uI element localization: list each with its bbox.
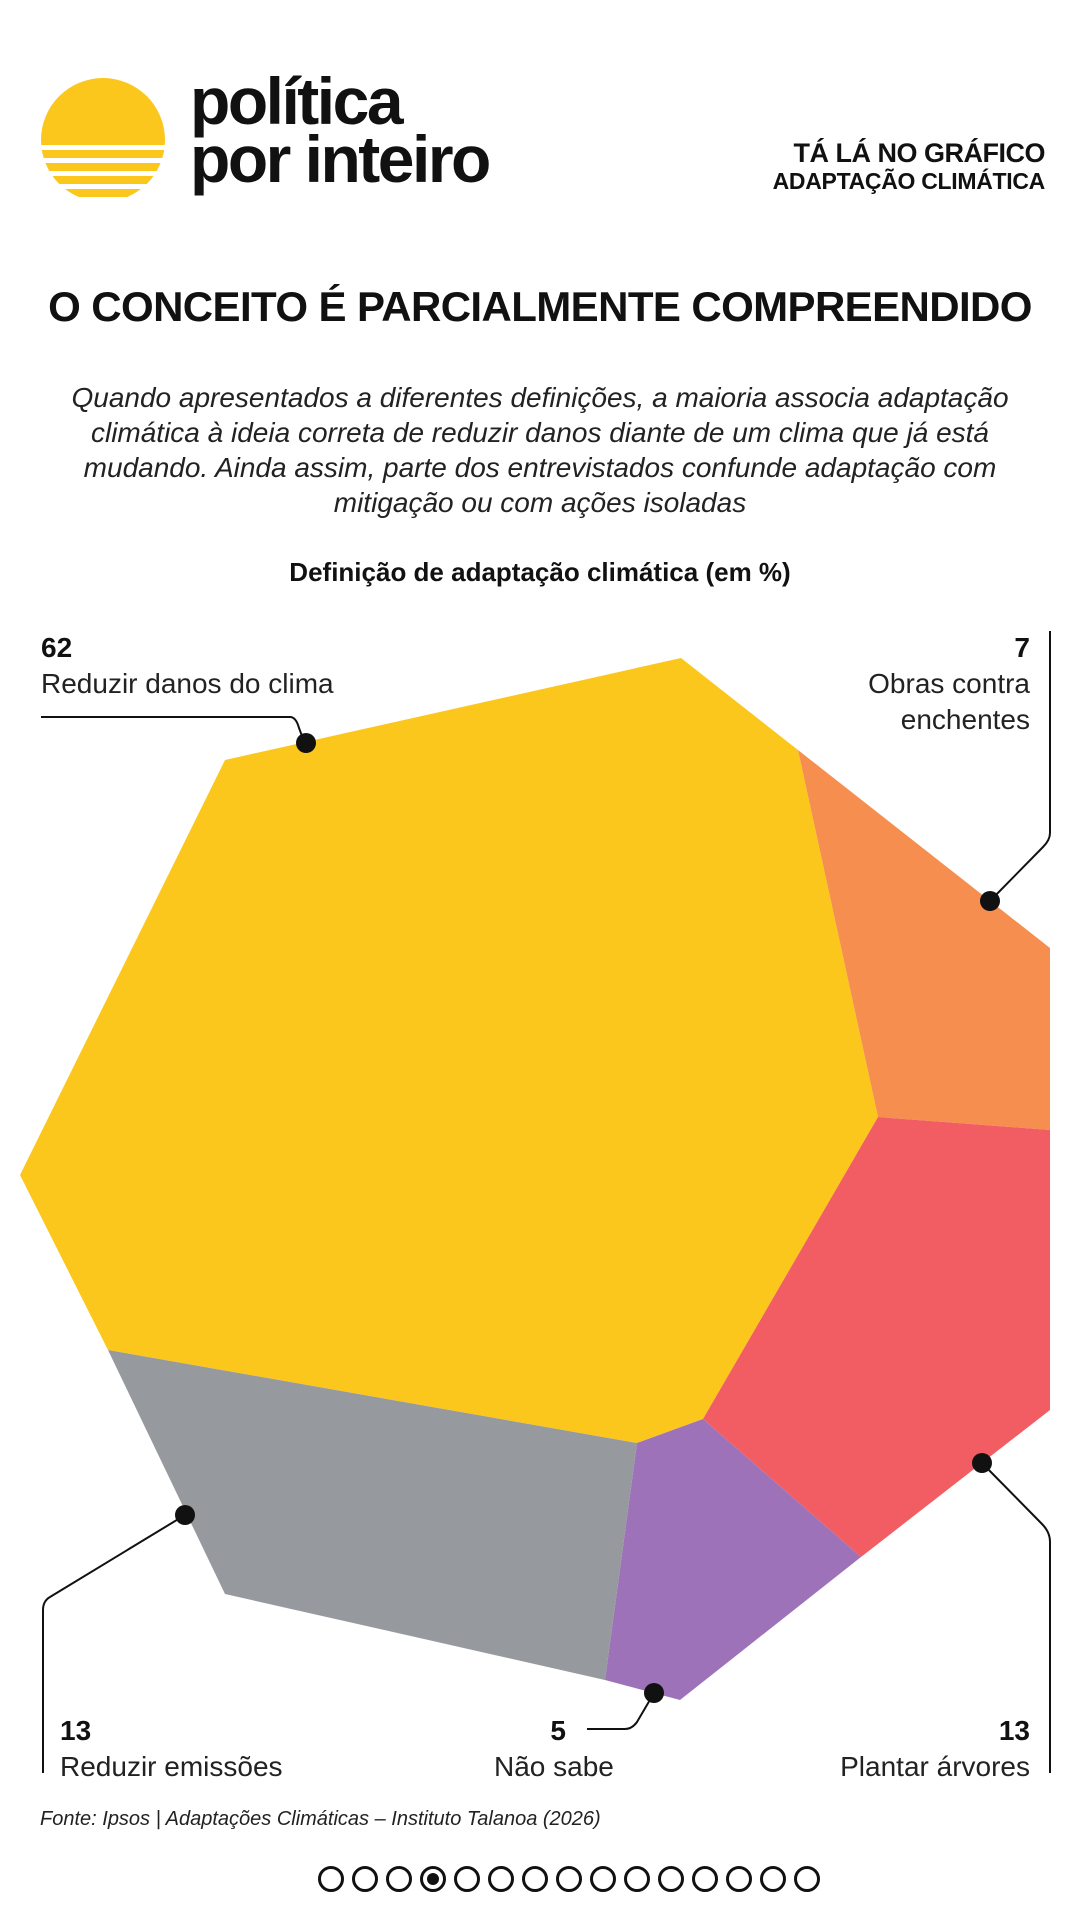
page-dot-5[interactable] (454, 1866, 480, 1892)
cell-nao-sabe (605, 1419, 861, 1700)
brand-logo: política por inteiro (40, 68, 560, 203)
header-tag: TÁ LÁ NO GRÁFICO ADAPTAÇÃO CLIMÁTICA (772, 138, 1046, 194)
leader-line-nao-sabe (587, 1692, 655, 1730)
value-reduzir-emissoes: 13 (60, 1715, 92, 1746)
cell-obras-enchentes (798, 750, 1050, 1130)
page-dot-1[interactable] (318, 1866, 344, 1892)
value-nao-sabe: 5 (550, 1715, 566, 1746)
page-dot-7[interactable] (522, 1866, 548, 1892)
label-reduzir-danos: 62 Reduzir danos do clima (41, 630, 334, 702)
pagination-dots (318, 1866, 820, 1892)
sun-logo-icon (41, 78, 165, 197)
page-dot-8[interactable] (556, 1866, 582, 1892)
page-dot-10[interactable] (624, 1866, 650, 1892)
cell-reduzir-emissoes (108, 1350, 637, 1680)
topic-name: ADAPTAÇÃO CLIMÁTICA (772, 168, 1046, 194)
brand-name: política por inteiro (190, 64, 491, 196)
text-plantar-arvores: Plantar árvores (840, 1751, 1030, 1782)
chart-title: Definição de adaptação climática (em %) (289, 557, 791, 587)
source-note: Fonte: Ipsos | Adaptações Climáticas – I… (40, 1808, 601, 1830)
text-nao-sabe: Não sabe (494, 1751, 614, 1782)
marker-reduzir-danos (296, 733, 316, 753)
label-nao-sabe: 5 Não sabe (490, 1713, 630, 1782)
value-plantar-arvores: 13 (998, 1715, 1030, 1746)
marker-nao-sabe (644, 1683, 664, 1703)
page-subtitle: Quando apresentados a diferentes definiç… (71, 382, 1009, 518)
series-name: TÁ LÁ NO GRÁFICO (793, 138, 1046, 168)
brand-line-1: política (190, 64, 404, 138)
page-dot-6[interactable] (488, 1866, 514, 1892)
text-reduzir-danos: Reduzir danos do clima (41, 668, 334, 699)
marker-reduzir-emissoes (175, 1505, 195, 1525)
marker-plantar-arvores (972, 1453, 992, 1473)
leader-line-obras-enchentes (989, 631, 1051, 902)
page-dot-15[interactable] (794, 1866, 820, 1892)
value-reduzir-danos: 62 (41, 632, 73, 663)
cell-plantar-arvores (703, 1117, 1050, 1557)
page-dot-11[interactable] (658, 1866, 684, 1892)
label-plantar-arvores: 13 Plantar árvores (840, 1713, 1030, 1785)
leader-line-plantar-arvores (981, 1462, 1051, 1773)
page-dot-3[interactable] (386, 1866, 412, 1892)
text-reduzir-emissoes: Reduzir emissões (60, 1751, 283, 1782)
page-dot-9[interactable] (590, 1866, 616, 1892)
leader-line-reduzir-danos (41, 716, 306, 745)
brand-line-2: por inteiro (190, 122, 491, 196)
cell-reduzir-danos (20, 658, 878, 1443)
text-obras-enchentes: Obras contra enchentes (868, 668, 1030, 735)
label-obras-enchentes: 7 Obras contra enchentes (800, 630, 1030, 738)
page-dot-2[interactable] (352, 1866, 378, 1892)
marker-obras-enchentes (980, 891, 1000, 911)
label-reduzir-emissoes: 13 Reduzir emissões (60, 1713, 283, 1785)
page-dot-14[interactable] (760, 1866, 786, 1892)
page-dot-12[interactable] (692, 1866, 718, 1892)
page-dot-4[interactable] (420, 1866, 446, 1892)
page-dot-13[interactable] (726, 1866, 752, 1892)
value-obras-enchentes: 7 (1014, 632, 1030, 663)
leader-line-reduzir-emissoes (42, 1514, 186, 1773)
page-title: O CONCEITO É PARCIALMENTE COMPREENDIDO (48, 283, 1032, 330)
